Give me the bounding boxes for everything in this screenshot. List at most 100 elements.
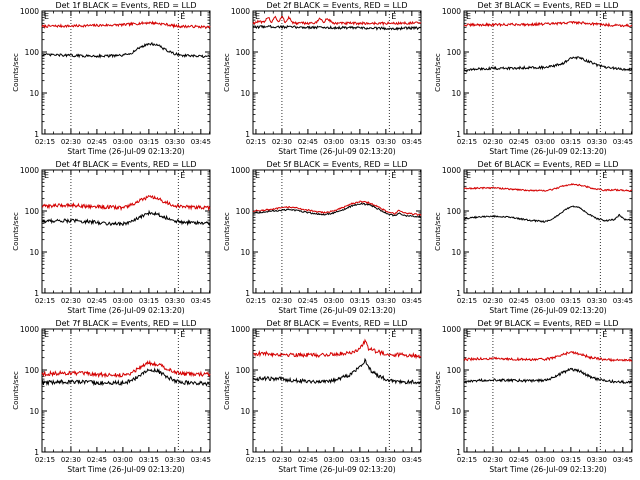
- lld-rate-line: [41, 359, 211, 379]
- x-tick-label: 03:30: [587, 456, 607, 464]
- y-tick-label: 1: [34, 289, 39, 298]
- y-tick-label: 100: [25, 366, 40, 375]
- x-tick-label: 02:30: [272, 297, 292, 305]
- plot-frame: [463, 328, 633, 453]
- chart-panel-2: Det 2f BLACK = Events, RED = LLD 1 10 100 10…: [223, 1, 422, 156]
- lld-rate-line: [252, 15, 422, 27]
- x-tick-label: 03:45: [402, 138, 422, 146]
- y-tick-label: 1000: [231, 7, 250, 16]
- events-rate-line: [41, 209, 211, 227]
- y-tick-label: 1: [245, 130, 250, 139]
- y-tick-label: 1000: [442, 325, 461, 334]
- events-rate-line: [41, 367, 211, 387]
- chart-title: Det 6f BLACK = Events, RED = LLD: [477, 160, 618, 169]
- x-tick-label: 02:45: [298, 297, 318, 305]
- x-tick-label: 03:15: [561, 138, 581, 146]
- plot-frame: [252, 328, 422, 453]
- plot-frame: [41, 328, 211, 453]
- x-tick-label: 03:30: [376, 138, 396, 146]
- y-tick-label: 100: [447, 48, 462, 57]
- time-marker-label: E: [466, 12, 471, 21]
- x-tick-label: 02:30: [483, 138, 503, 146]
- plot-frame: [41, 10, 211, 135]
- x-tick-label: 02:15: [246, 456, 266, 464]
- time-marker-label: E: [602, 12, 607, 21]
- x-tick-label: 02:30: [483, 297, 503, 305]
- chart-panel-9: Det 9f BLACK = Events, RED = LLD 1 10 100 10…: [434, 319, 633, 474]
- events-rate-line: [252, 24, 422, 31]
- plot-frame: [463, 169, 633, 294]
- x-tick-label: 03:30: [587, 138, 607, 146]
- chart-title: Det 9f BLACK = Events, RED = LLD: [477, 319, 618, 328]
- plot-frame: [252, 169, 422, 294]
- x-axis-label: Start Time (26-Jul-09 02:13:20): [67, 147, 184, 156]
- x-tick-label: 03:45: [613, 456, 633, 464]
- x-tick-label: 02:30: [61, 297, 81, 305]
- x-tick-label: 02:30: [272, 456, 292, 464]
- y-tick-label: 1: [245, 448, 250, 457]
- x-tick-label: 03:15: [350, 138, 370, 146]
- y-tick-label: 1000: [20, 7, 39, 16]
- x-tick-label: 03:15: [139, 138, 159, 146]
- x-tick-label: 02:15: [35, 456, 55, 464]
- x-tick-label: 03:30: [376, 297, 396, 305]
- y-axis-label: Counts/sec: [12, 371, 20, 410]
- chart-panel-5: Det 5f BLACK = Events, RED = LLD 1 10 100 10…: [223, 160, 422, 315]
- x-tick-label: 02:15: [246, 138, 266, 146]
- time-marker-label: E: [180, 330, 185, 339]
- x-tick-label: 02:15: [457, 456, 477, 464]
- x-tick-label: 03:00: [113, 138, 133, 146]
- lld-rate-line: [252, 200, 422, 217]
- y-tick-label: 100: [25, 207, 40, 216]
- x-tick-label: 03:00: [324, 297, 344, 305]
- chart-title: Det 1f BLACK = Events, RED = LLD: [55, 1, 196, 10]
- y-axis-label: Counts/sec: [434, 212, 442, 251]
- chart-panel-8: Det 8f BLACK = Events, RED = LLD 1 10 100 10…: [223, 319, 422, 474]
- plot-frame: [463, 10, 633, 135]
- y-tick-label: 10: [29, 407, 39, 416]
- y-axis-label: Counts/sec: [223, 212, 231, 251]
- chart-panel-3: Det 3f BLACK = Events, RED = LLD 1 10 100 10…: [434, 1, 633, 156]
- y-tick-label: 1: [34, 448, 39, 457]
- x-tick-label: 03:15: [350, 456, 370, 464]
- x-tick-label: 02:45: [509, 297, 529, 305]
- time-marker-label: E: [391, 12, 396, 21]
- y-tick-label: 100: [447, 207, 462, 216]
- time-marker-label: E: [466, 330, 471, 339]
- y-tick-label: 1: [456, 448, 461, 457]
- time-marker-label: E: [44, 12, 49, 21]
- events-rate-line: [463, 367, 633, 385]
- y-tick-label: 100: [447, 366, 462, 375]
- x-tick-label: 02:15: [246, 297, 266, 305]
- y-tick-label: 1000: [231, 166, 250, 175]
- x-axis-label: Start Time (26-Jul-09 02:13:20): [278, 306, 395, 315]
- y-axis-label: Counts/sec: [12, 53, 20, 92]
- x-tick-label: 02:45: [509, 456, 529, 464]
- x-tick-label: 03:15: [350, 297, 370, 305]
- time-marker-label: E: [391, 330, 396, 339]
- x-axis-label: Start Time (26-Jul-09 02:13:20): [489, 147, 606, 156]
- time-marker-label: E: [180, 12, 185, 21]
- y-tick-label: 10: [240, 407, 250, 416]
- x-axis-label: Start Time (26-Jul-09 02:13:20): [278, 147, 395, 156]
- x-tick-label: 03:30: [587, 297, 607, 305]
- events-rate-line: [252, 202, 422, 219]
- time-marker-label: E: [602, 330, 607, 339]
- x-tick-label: 03:00: [324, 456, 344, 464]
- lld-rate-line: [463, 20, 633, 28]
- x-axis-label: Start Time (26-Jul-09 02:13:20): [278, 465, 395, 474]
- y-tick-label: 10: [29, 248, 39, 257]
- y-tick-label: 1: [245, 289, 250, 298]
- lld-rate-line: [463, 182, 633, 192]
- x-tick-label: 02:45: [298, 456, 318, 464]
- x-tick-label: 03:00: [113, 297, 133, 305]
- y-axis-label: Counts/sec: [434, 371, 442, 410]
- y-tick-label: 10: [240, 248, 250, 257]
- x-tick-label: 03:45: [402, 456, 422, 464]
- x-tick-label: 03:30: [165, 138, 185, 146]
- y-axis-label: Counts/sec: [12, 212, 20, 251]
- x-tick-label: 03:30: [165, 297, 185, 305]
- time-marker-label: E: [180, 171, 185, 180]
- y-tick-label: 100: [236, 207, 251, 216]
- y-tick-label: 1000: [442, 166, 461, 175]
